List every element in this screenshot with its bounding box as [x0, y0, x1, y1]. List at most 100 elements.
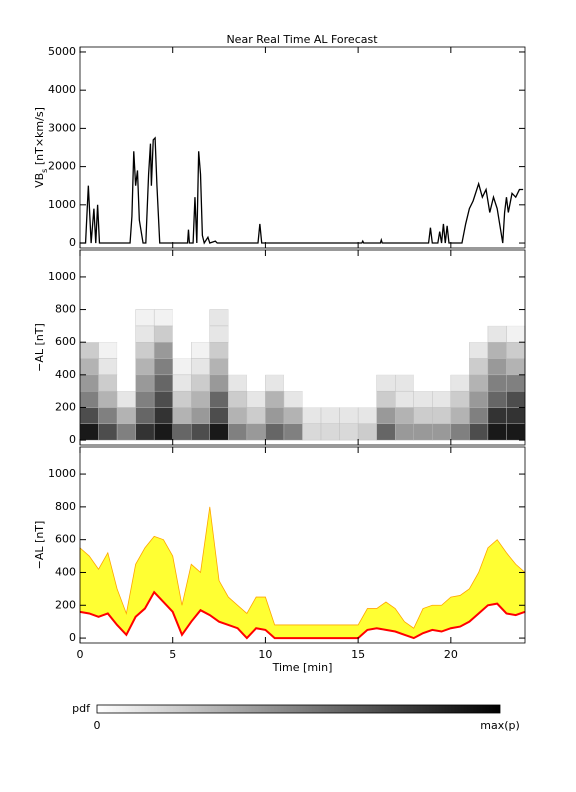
pdf-cell — [265, 342, 284, 359]
pdf-cell — [432, 374, 451, 392]
pdf-cell — [135, 423, 155, 441]
y-tick-label: 800 — [55, 500, 76, 513]
x-tick-label: 15 — [351, 648, 365, 661]
pdf-cell — [395, 342, 414, 359]
y-tick-label: 800 — [55, 303, 76, 316]
pdf-cell — [153, 341, 173, 359]
pdf-cell — [209, 407, 229, 424]
pdf-cell — [135, 325, 155, 343]
pdf-cell — [450, 358, 470, 375]
pdf-cell — [432, 342, 451, 359]
pdf-cell — [302, 358, 322, 375]
pdf-cell — [376, 358, 396, 375]
pdf-cell — [487, 358, 507, 376]
pdf-cell — [117, 358, 136, 375]
pdf-cell — [450, 374, 470, 392]
pdf-cell — [209, 374, 229, 392]
x-axis-label: Time [min] — [272, 661, 333, 674]
y-tick-label: 3000 — [48, 121, 76, 134]
pdf-cell — [469, 358, 489, 376]
pdf-cell — [246, 423, 266, 441]
pdf-cell — [487, 374, 507, 392]
pdf-cell — [98, 341, 118, 359]
pdf-cell — [487, 309, 507, 326]
pdf-cell — [432, 390, 452, 408]
pdf-cell — [358, 374, 377, 392]
pdf-cell — [413, 374, 433, 392]
pdf-cell — [487, 341, 507, 359]
pdf-cell — [283, 423, 303, 441]
pdf-cell — [172, 423, 192, 441]
pdf-cell — [98, 358, 118, 376]
pdf-cell — [376, 374, 396, 392]
pdf-cell — [265, 407, 285, 424]
pdf-cell — [172, 309, 192, 326]
pdf-cell — [153, 325, 173, 343]
pdf-cell — [358, 309, 377, 326]
pdf-cell — [246, 358, 266, 375]
pdf-cell — [432, 407, 452, 424]
pdf-cell — [228, 342, 247, 359]
colorbar — [96, 704, 501, 714]
pdf-cell — [246, 407, 266, 424]
pdf-cell — [358, 391, 377, 408]
pdf-cell — [506, 358, 526, 376]
pdf-cell — [395, 325, 414, 343]
pdf-cell — [302, 374, 322, 392]
pdf-cell — [153, 309, 173, 327]
plot-frame — [79, 46, 526, 249]
pdf-cell — [395, 407, 414, 424]
pdf-cell — [321, 325, 340, 343]
pdf-cell — [469, 325, 488, 343]
y-axis-label: VBs [nT×km/s] — [33, 107, 49, 188]
y-tick-label: 4000 — [48, 83, 76, 96]
pdf-cell — [339, 407, 359, 424]
pdf-cell — [450, 309, 470, 326]
pdf-cell — [376, 309, 396, 326]
pdf-cell — [228, 325, 247, 343]
pdf-cell — [246, 342, 266, 359]
pdf-cell — [153, 423, 173, 441]
pdf-cell — [506, 341, 526, 359]
pdf-cell — [116, 390, 136, 408]
pdf-cell — [487, 407, 507, 424]
pdf-cell — [246, 309, 266, 326]
pdf-cell — [265, 374, 285, 392]
pdf-cell — [432, 358, 451, 375]
y-axis-label-part: [nT×km/s] — [33, 107, 46, 169]
pdf-cell — [209, 325, 229, 343]
pdf-cell — [321, 358, 340, 375]
pdf-cell — [98, 309, 118, 326]
pdf-cell — [506, 325, 526, 343]
forecast-band — [79, 506, 526, 639]
y-tick-label: 600 — [55, 335, 76, 348]
pdf-cell — [487, 390, 507, 408]
pdf-cell — [153, 407, 173, 424]
pdf-cell — [265, 325, 284, 343]
pdf-cell — [191, 423, 210, 441]
pdf-cell — [469, 423, 489, 441]
pdf-cell — [432, 309, 451, 326]
pdf-cell — [506, 309, 525, 326]
pdf-cell — [357, 423, 377, 441]
y-tick-label: 0 — [69, 631, 76, 644]
y-axis-label: −AL [nT] — [33, 323, 46, 372]
pdf-cell — [413, 423, 433, 441]
plot-frame — [79, 446, 526, 644]
pdf-cell — [135, 358, 155, 376]
pdf-cell — [487, 423, 507, 441]
pdf-cell — [339, 423, 359, 441]
pdf-cell — [172, 325, 192, 343]
pdf-cell — [450, 423, 470, 441]
pdf-cell — [246, 325, 266, 343]
pdf-cell — [283, 309, 303, 326]
y-axis-label-part: s — [40, 169, 49, 173]
pdf-cell — [376, 390, 396, 408]
pdf-cell — [117, 309, 136, 326]
pdf-cell — [98, 407, 118, 424]
colorbar-label: pdf — [72, 702, 91, 715]
pdf-cell — [450, 407, 470, 424]
colorbar-max: max(p) — [480, 719, 520, 732]
y-axis-label: −AL [nT] — [33, 521, 46, 570]
